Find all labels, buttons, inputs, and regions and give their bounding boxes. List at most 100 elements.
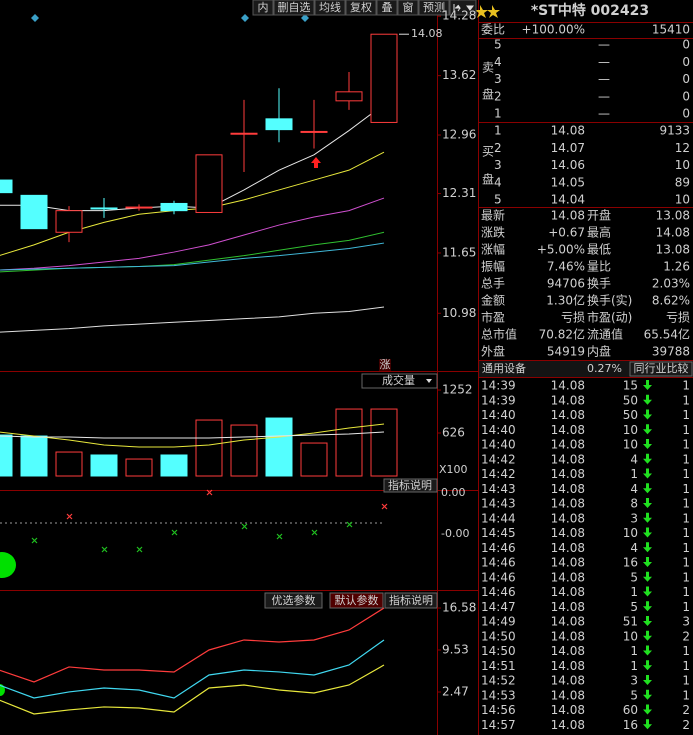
toolbar-label: 均线	[319, 0, 341, 14]
toolbar-label: 预测	[423, 1, 445, 14]
label: 总手	[481, 277, 505, 291]
label: 1.26	[663, 260, 690, 274]
toolbar-button[interactable]	[449, 0, 477, 16]
label: 亏损	[561, 311, 585, 325]
label: 1	[682, 644, 690, 658]
label: 14.08	[551, 570, 585, 584]
label: 70.82亿	[539, 327, 585, 342]
label: —	[598, 72, 610, 86]
toolbar-label: 叠	[382, 1, 393, 14]
label: 5	[494, 193, 502, 207]
label: 2	[682, 629, 690, 643]
label: 14.08	[551, 497, 585, 511]
label: 1	[682, 541, 690, 555]
label: 10	[623, 423, 638, 437]
label: 4	[630, 482, 638, 496]
label: 1	[682, 393, 690, 407]
label: 14:49	[481, 615, 516, 629]
sell-arrow	[643, 498, 652, 508]
candle-body	[195, 154, 223, 213]
toolbar-button[interactable]	[418, 0, 450, 16]
volume-bar	[300, 442, 328, 477]
volume-bar	[230, 424, 258, 477]
label: 1	[682, 556, 690, 570]
label: —	[598, 107, 610, 121]
signal-blob	[0, 552, 16, 578]
toolbar-button[interactable]	[345, 0, 377, 16]
badge	[379, 359, 391, 371]
label: 4	[630, 452, 638, 466]
label: 14.08	[551, 482, 585, 496]
label: 14.08	[551, 393, 585, 407]
label: 15410	[652, 23, 690, 37]
max-label: 14.08	[411, 27, 443, 40]
label: 买	[482, 145, 494, 159]
label: 市盈(动)	[587, 310, 632, 325]
label: 1	[682, 526, 690, 540]
label: 1	[682, 688, 690, 702]
label: 1	[682, 423, 690, 437]
ma-line	[0, 151, 385, 256]
ma-line	[0, 242, 385, 271]
sell-arrow	[643, 645, 652, 656]
label: 14.07	[551, 141, 585, 155]
label: 1	[682, 585, 690, 599]
unit-label: X100	[439, 463, 468, 476]
label: 14:52	[481, 674, 516, 688]
label: 14:46	[481, 556, 516, 570]
label: 51	[623, 615, 638, 629]
badge-text: 涨	[380, 358, 391, 371]
label: 1	[630, 659, 638, 673]
indicator-button[interactable]	[361, 373, 438, 389]
candle-body	[265, 118, 293, 131]
label: 14.06	[551, 158, 585, 172]
label: 盘	[482, 87, 494, 102]
label: 14.08	[551, 526, 585, 540]
label: 1.30亿	[546, 293, 585, 308]
label: 0	[682, 38, 690, 52]
label: 1	[630, 585, 638, 599]
sell-arrow	[643, 424, 652, 435]
toolbar-button[interactable]	[376, 0, 398, 16]
compare-button[interactable]	[629, 361, 693, 377]
label: 14.08	[551, 659, 585, 673]
label: 14:43	[481, 482, 516, 496]
volume-bar	[160, 454, 188, 477]
label: -0.00	[441, 527, 469, 540]
label: 成交量	[382, 373, 415, 387]
help-button[interactable]	[383, 478, 438, 493]
toolbar-button[interactable]	[273, 0, 315, 16]
toolbar-button[interactable]	[397, 0, 419, 16]
label: 3	[494, 158, 502, 172]
label: 50	[623, 393, 638, 407]
label: 13.08	[656, 243, 690, 257]
label: 14.08	[551, 703, 585, 717]
label: 8.62%	[652, 294, 690, 308]
candle-body	[335, 91, 363, 102]
sell-arrow	[643, 542, 652, 553]
ma-line	[0, 306, 385, 333]
volume-bar	[125, 458, 153, 477]
toolbar-button[interactable]	[252, 0, 274, 16]
label: 3	[630, 674, 638, 688]
label: 5	[630, 570, 638, 584]
label: 通用设备	[482, 361, 526, 375]
param-button[interactable]	[264, 592, 323, 609]
sell-arrow	[643, 468, 652, 479]
volume-bar	[0, 434, 13, 477]
label: 5	[630, 688, 638, 702]
toolbar-button[interactable]	[314, 0, 346, 16]
event-markers	[31, 14, 309, 22]
sell-arrow	[643, 483, 652, 494]
label: 0	[682, 89, 690, 103]
label: 14.08	[551, 615, 585, 629]
label: 最低	[587, 243, 611, 257]
label: 14.08	[551, 600, 585, 614]
label: 13.08	[656, 209, 690, 223]
label: 2	[494, 89, 502, 103]
label: 卖	[482, 61, 494, 75]
param-button[interactable]	[384, 592, 438, 609]
sell-arrow	[643, 512, 652, 523]
param-button[interactable]	[329, 592, 384, 609]
